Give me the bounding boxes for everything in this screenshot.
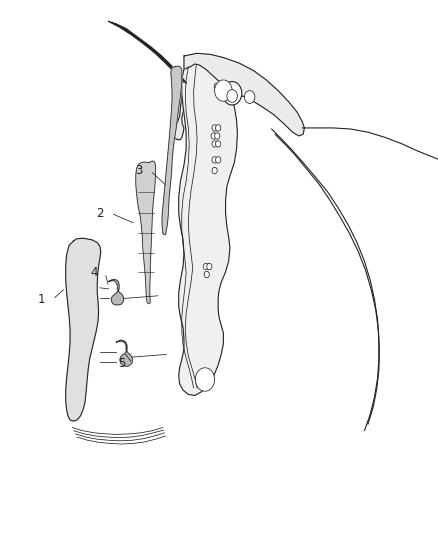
- Circle shape: [212, 157, 217, 163]
- Text: 3: 3: [136, 164, 143, 177]
- Text: 2: 2: [96, 207, 104, 220]
- Polygon shape: [66, 238, 101, 421]
- Circle shape: [244, 91, 255, 103]
- Circle shape: [195, 368, 215, 391]
- Text: 4: 4: [90, 266, 98, 279]
- Circle shape: [204, 271, 209, 278]
- Circle shape: [215, 133, 220, 139]
- Circle shape: [212, 141, 217, 147]
- Circle shape: [211, 133, 216, 139]
- Circle shape: [227, 90, 237, 102]
- Circle shape: [215, 141, 221, 147]
- Circle shape: [223, 82, 242, 105]
- Polygon shape: [162, 66, 182, 235]
- Text: 5: 5: [118, 357, 125, 370]
- Polygon shape: [179, 64, 237, 395]
- Circle shape: [203, 263, 208, 270]
- Polygon shape: [136, 161, 155, 304]
- Circle shape: [212, 167, 217, 174]
- Circle shape: [215, 80, 232, 101]
- Polygon shape: [109, 279, 124, 305]
- Polygon shape: [173, 53, 304, 140]
- Circle shape: [215, 125, 221, 131]
- Polygon shape: [116, 340, 132, 366]
- Circle shape: [214, 83, 219, 90]
- Circle shape: [207, 263, 212, 270]
- Circle shape: [215, 157, 221, 163]
- Circle shape: [212, 125, 217, 131]
- Text: 1: 1: [38, 293, 46, 306]
